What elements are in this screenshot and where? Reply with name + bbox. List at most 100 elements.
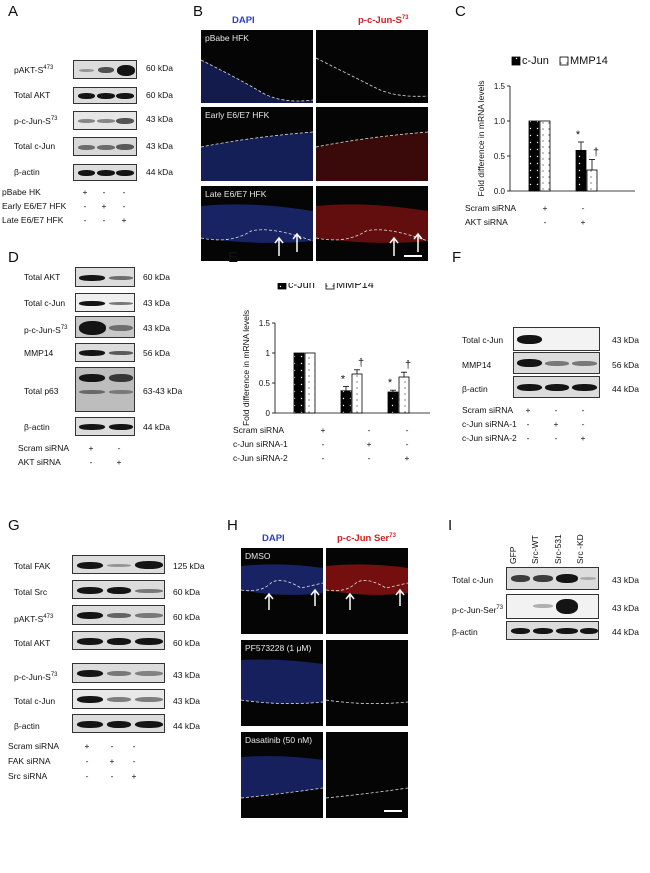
panel-label-g: G (8, 517, 20, 534)
blot-strip (72, 580, 165, 599)
significance-mark: † (358, 357, 364, 369)
significance-mark: * (388, 377, 393, 389)
panel-label-b: B (193, 3, 204, 20)
bar (398, 376, 410, 414)
pcjun-header: p-c-Jun Ser73 (337, 533, 396, 545)
legend-swatch (559, 56, 569, 66)
condition-mark: - (122, 187, 126, 197)
blot-row-label: Total AKT (14, 638, 51, 648)
condition-mark: - (110, 741, 114, 751)
panel-label-a: A (8, 3, 19, 20)
y-tick-label: 1.5 (259, 319, 271, 328)
blot-row-label: Total AKT (14, 90, 51, 100)
condition-mark: + (580, 217, 586, 227)
dapi-image: pBabe HFK (201, 30, 313, 103)
lane-label: Src -KD (575, 534, 585, 564)
kda-label: 43 kDa (143, 323, 170, 333)
blot-strip (506, 594, 599, 619)
condition-mark: - (321, 453, 325, 463)
blot-row-label: p-c-Jun-Ser73 (452, 604, 504, 615)
lane-label: Src-WT (530, 535, 540, 564)
condition-mark: + (84, 741, 90, 751)
bar (304, 352, 316, 414)
legend-label: MMP14 (336, 283, 374, 291)
blot-strip (72, 605, 165, 625)
condition-label: Scram siRNA (18, 443, 70, 453)
condition-mark: - (581, 203, 585, 213)
condition-mark: + (88, 443, 94, 453)
condition-mark: - (102, 215, 106, 225)
condition-mark: - (543, 217, 547, 227)
blot-row-label: MMP14 (24, 348, 54, 358)
bar (575, 150, 587, 192)
blot-strip (73, 164, 137, 181)
kda-label: 44 kDa (612, 627, 639, 637)
kda-label: 60 kDa (146, 63, 173, 73)
blot-strip (75, 267, 135, 287)
condition-mark: - (102, 187, 106, 197)
y-tick-label: 0.5 (259, 379, 271, 388)
chart-e: c-Jun MMP14 0 0.5 1 1.5 Fold difference in mRN… (241, 283, 430, 426)
blot-row-label: Total c-Jun (24, 298, 66, 308)
blot-strip (506, 567, 599, 590)
condition-label: c-Jun siRNA-2 (462, 433, 517, 443)
blot-row-label: Total c-Jun (462, 335, 504, 345)
dapi-image: PF573228 (1 μM) (241, 640, 323, 726)
condition-label: c-Jun siRNA-1 (462, 419, 517, 429)
blot-row-label: p-c-Jun-S73 (14, 671, 58, 682)
blot-row-label: MMP14 (462, 360, 492, 370)
blot-strip (73, 137, 137, 156)
kda-label: 60 kDa (173, 638, 200, 648)
condition-mark: - (367, 425, 371, 435)
lane-label: Src-531 (553, 534, 563, 564)
condition-mark: - (405, 439, 409, 449)
chart-legend: c-Jun MMP14 (277, 283, 374, 291)
blot-strip (72, 689, 165, 709)
kda-label: 60 kDa (173, 587, 200, 597)
bar (586, 169, 598, 192)
condition-mark: - (321, 439, 325, 449)
blot-strip (72, 714, 165, 733)
kda-label: 125 kDa (173, 561, 205, 571)
significance-mark: * (576, 129, 581, 141)
kda-label: 43 kDa (143, 298, 170, 308)
condition-label: Scram siRNA (233, 425, 285, 435)
blot-strip (72, 663, 165, 683)
condition-mark: - (85, 756, 89, 766)
pcjun-image (316, 30, 428, 103)
significance-mark: † (405, 359, 411, 371)
condition-mark: - (526, 419, 530, 429)
chart-legend: c-Jun MMP14 (511, 55, 608, 67)
condition-mark: - (405, 425, 409, 435)
pcjun-image (326, 548, 408, 634)
blot-row-label: β-actin (24, 422, 50, 432)
blot-strip (72, 631, 165, 650)
pcjun-header: p-c-Jun-S73 (358, 15, 409, 27)
significance-mark: * (341, 374, 346, 386)
blot-row-label: Total c-Jun (14, 696, 56, 706)
kda-label: 44 kDa (173, 721, 200, 731)
dapi-image: Late E6/E7 HFK (201, 186, 313, 261)
lane-label: GFP (508, 546, 518, 564)
dapi-image: DMSO (241, 548, 323, 634)
blot-row-label: β-actin (14, 167, 40, 177)
blot-row-label: pAKT-S473 (14, 64, 54, 75)
condition-mark: - (83, 201, 87, 211)
blot-strip (506, 621, 599, 640)
kda-label: 43 kDa (612, 603, 639, 613)
kda-label: 43 kDa (173, 696, 200, 706)
bar (351, 373, 363, 414)
dapi-image: Early E6/E7 HFK (201, 107, 313, 181)
y-tick-label: 1.0 (494, 117, 506, 126)
panel-label-c: C (455, 3, 466, 20)
condition-label: Late E6/E7 HFK (2, 215, 64, 225)
pcjun-image (316, 107, 428, 181)
blot-row-label: Total FAK (14, 561, 51, 571)
panel-label-i: I (448, 517, 453, 534)
condition-label: Scram siRNA (465, 203, 517, 213)
blot-row-label: β-actin (452, 627, 478, 637)
condition-mark: - (132, 756, 136, 766)
condition-mark: - (581, 419, 585, 429)
condition-label: c-Jun siRNA-2 (233, 453, 288, 463)
blot-row-label: Total c-Jun (452, 575, 494, 585)
